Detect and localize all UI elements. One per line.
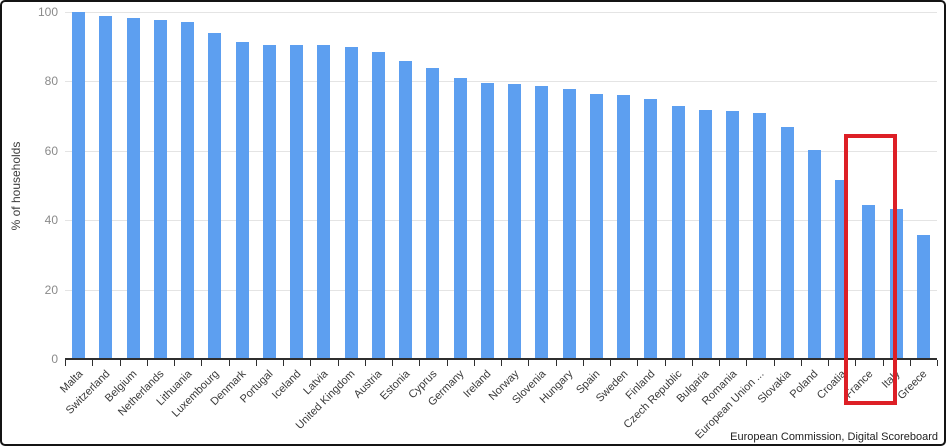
- gridline-40: [65, 220, 937, 222]
- x-axis-tick: [228, 360, 230, 366]
- bar-czech-republic[interactable]: [671, 106, 685, 359]
- x-axis-tick: [146, 360, 148, 366]
- bar-portugal[interactable]: [262, 44, 276, 359]
- bar-european-union[interactable]: [753, 112, 767, 359]
- x-axis-tick: [364, 360, 366, 366]
- gridline-80: [65, 81, 937, 83]
- bar-united-kingdom[interactable]: [344, 46, 358, 359]
- x-axis-tick: [174, 360, 175, 366]
- bar-norway[interactable]: [508, 84, 522, 359]
- bar-france[interactable]: [862, 204, 876, 359]
- bar-spain[interactable]: [589, 94, 603, 359]
- bar-latvia[interactable]: [317, 45, 331, 359]
- x-axis-tick: [337, 360, 339, 366]
- x-axis-tick: [664, 360, 666, 366]
- x-axis-tick: [691, 360, 693, 366]
- x-axis-tick: [855, 360, 857, 366]
- x-axis-tick: [828, 360, 829, 366]
- bar-germany[interactable]: [453, 77, 467, 359]
- y-tick-label: 80: [44, 74, 58, 89]
- x-axis-tick: [310, 360, 312, 366]
- x-axis-tick: [555, 360, 557, 366]
- y-tick-label: 100: [37, 5, 58, 19]
- gridline-60: [65, 150, 937, 152]
- x-axis-tick: [937, 360, 938, 366]
- x-axis-tick: [719, 360, 720, 366]
- x-axis-tick: [800, 360, 802, 366]
- bar-austria[interactable]: [371, 52, 385, 359]
- x-axis-tick: [637, 360, 639, 366]
- bar-greece[interactable]: [916, 234, 930, 359]
- gridline-100: [65, 12, 937, 13]
- y-tick-label: 60: [44, 143, 58, 158]
- y-tick-label: 40: [44, 213, 58, 228]
- x-axis-tick: [65, 360, 66, 366]
- x-axis-tick: [610, 360, 611, 366]
- x-axis-tick: [283, 360, 284, 366]
- y-tick-label: 20: [44, 282, 58, 297]
- bar-lithuania[interactable]: [181, 22, 195, 359]
- bar-cyprus[interactable]: [426, 67, 440, 359]
- x-axis-tick: [909, 360, 911, 366]
- x-axis-tick: [419, 360, 421, 366]
- x-axis-tick: [582, 360, 584, 366]
- bar-romania[interactable]: [726, 110, 740, 359]
- source-attribution: European Commission, Digital Scoreboard: [730, 431, 938, 443]
- x-axis-tick: [92, 360, 94, 366]
- bar-netherlands[interactable]: [153, 19, 167, 359]
- bar-ireland[interactable]: [480, 83, 494, 359]
- x-axis-tick: [746, 360, 748, 366]
- bar-iceland[interactable]: [290, 45, 304, 359]
- bar-switzerland[interactable]: [99, 16, 113, 359]
- y-tick-label: 0: [51, 352, 58, 366]
- gridline-20: [65, 289, 937, 291]
- x-axis-tick: [392, 360, 393, 366]
- bar-belgium[interactable]: [126, 17, 140, 359]
- bar-sweden[interactable]: [617, 95, 631, 359]
- x-axis-tick: [773, 360, 775, 366]
- x-axis-tick: [501, 360, 502, 366]
- x-axis-tick: [446, 360, 448, 366]
- bar-finland[interactable]: [644, 98, 658, 359]
- x-axis-line: [65, 358, 937, 360]
- bar-estonia[interactable]: [399, 60, 413, 359]
- x-axis-tick: [201, 360, 203, 366]
- x-axis-tick: [255, 360, 257, 366]
- x-axis-tick: [528, 360, 530, 366]
- bar-bulgaria[interactable]: [698, 109, 712, 359]
- x-axis-tick: [882, 360, 884, 366]
- bar-poland[interactable]: [807, 149, 821, 359]
- bar-slovakia[interactable]: [780, 127, 794, 359]
- bar-luxembourg[interactable]: [208, 32, 222, 359]
- x-axis-tick: [119, 360, 121, 366]
- highlight-box-france: [843, 134, 897, 405]
- bar-malta[interactable]: [72, 12, 86, 359]
- bar-hungary[interactable]: [562, 89, 576, 359]
- x-axis-tick: [473, 360, 475, 366]
- bar-denmark[interactable]: [235, 42, 249, 359]
- bar-slovenia[interactable]: [535, 86, 549, 359]
